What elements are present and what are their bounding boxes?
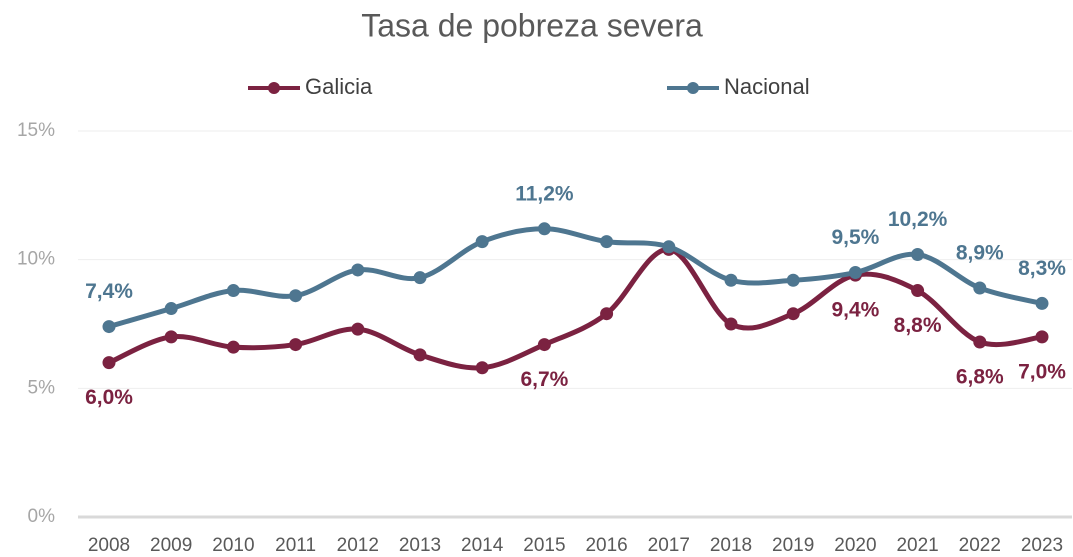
x-tick-label: 2013 (399, 535, 441, 556)
marker (537, 338, 551, 352)
y-tick-label: 5% (28, 377, 56, 398)
marker (911, 248, 925, 262)
marker (662, 240, 676, 254)
x-tick-label: 2023 (1021, 535, 1063, 556)
x-tick-label: 2022 (959, 535, 1001, 556)
marker (1035, 296, 1049, 310)
marker (289, 338, 303, 352)
marker (724, 317, 738, 331)
line (108, 226, 1043, 329)
x-tick-label: 2014 (461, 535, 504, 556)
marker (102, 320, 116, 334)
data-label: 8,3% (1018, 257, 1066, 280)
data-label: 6,8% (956, 366, 1004, 389)
x-tick-label: 2020 (834, 535, 876, 556)
x-tick-label: 2019 (772, 535, 814, 556)
marker (226, 340, 240, 354)
x-tick-label: 2008 (88, 535, 130, 556)
marker (848, 266, 862, 280)
data-label: 7,4% (85, 280, 133, 303)
data-label: 8,9% (956, 242, 1004, 265)
chart-title: Tasa de pobreza severa (361, 7, 703, 43)
y-tick-label: 0% (28, 506, 56, 527)
data-label: 7,0% (1018, 360, 1066, 383)
marker (164, 330, 178, 344)
marker (973, 335, 987, 349)
x-tick-label: 2009 (150, 535, 192, 556)
line (107, 246, 1043, 371)
legend-marker (268, 82, 280, 94)
legend-label: Nacional (724, 74, 810, 99)
data-label: 11,2% (515, 182, 574, 205)
x-tick-label: 2012 (337, 535, 379, 556)
legend-marker (687, 82, 699, 94)
marker (786, 307, 800, 321)
x-tick-label: 2017 (648, 535, 690, 556)
marker (413, 348, 427, 362)
marker (226, 284, 240, 298)
marker (351, 263, 365, 277)
marker (537, 222, 551, 236)
marker (600, 307, 614, 321)
data-label: 6,7% (520, 368, 568, 391)
marker (911, 284, 925, 298)
marker (475, 361, 489, 375)
data-label: 9,4% (831, 299, 879, 322)
marker (102, 356, 116, 370)
marker (1035, 330, 1049, 344)
marker (786, 273, 800, 287)
data-label: 10,2% (888, 208, 948, 231)
marker (413, 271, 427, 285)
data-label: 6,0% (85, 386, 133, 409)
legend-label: Galicia (305, 74, 373, 99)
y-tick-label: 15% (17, 120, 55, 141)
x-tick-label: 2021 (896, 535, 938, 556)
x-tick-label: 2018 (710, 535, 752, 556)
data-label: 9,5% (831, 226, 879, 249)
x-tick-label: 2016 (585, 535, 627, 556)
data-label: 8,8% (894, 314, 942, 337)
x-tick-label: 2011 (275, 535, 316, 556)
marker (475, 235, 489, 249)
x-tick-label: 2010 (212, 535, 254, 556)
marker (600, 235, 614, 249)
marker (289, 289, 303, 303)
y-tick-label: 10% (17, 249, 55, 270)
x-tick-label: 2015 (523, 535, 565, 556)
marker (351, 322, 365, 336)
marker (973, 281, 987, 295)
marker (724, 273, 738, 287)
marker (164, 302, 178, 316)
